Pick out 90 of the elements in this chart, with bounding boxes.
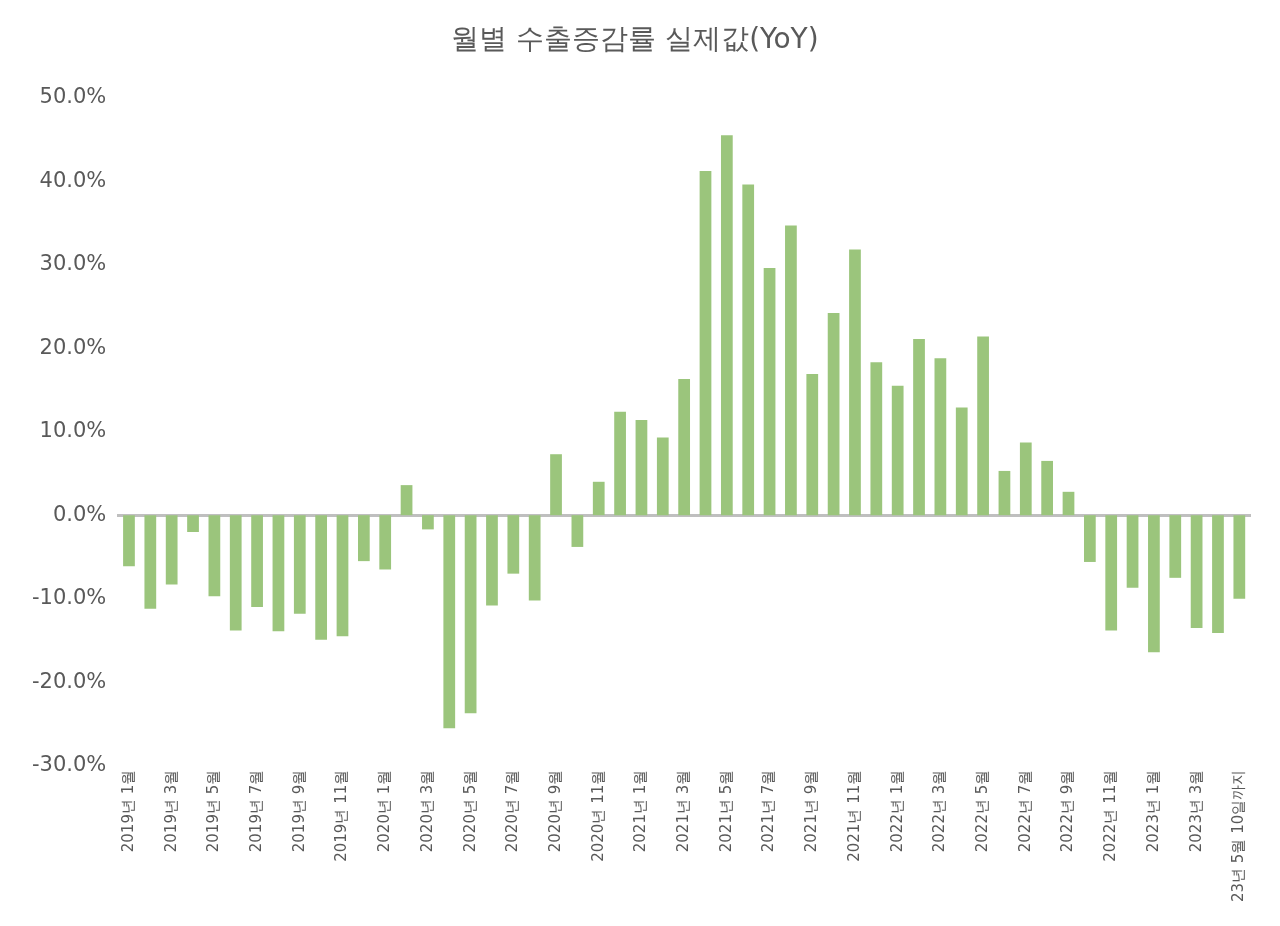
bar — [1041, 460, 1054, 516]
bar — [635, 419, 648, 516]
bar — [464, 515, 477, 714]
y-tick-label: 10.0% — [39, 418, 107, 443]
x-tick-label: 2021년 9월 — [802, 769, 821, 853]
y-tick-label: -30.0% — [31, 752, 107, 777]
x-tick-label: 2019년 3월 — [161, 769, 180, 853]
bar — [422, 515, 434, 530]
bar — [336, 515, 349, 637]
bar — [229, 515, 242, 631]
bar — [400, 485, 413, 516]
x-tick-label: 2020년 9월 — [545, 769, 564, 853]
bar — [785, 225, 797, 516]
bar — [827, 313, 840, 516]
bar — [1233, 515, 1246, 599]
bar — [528, 515, 541, 601]
bar — [763, 267, 776, 516]
x-tick-label: 2019년 7월 — [246, 769, 265, 853]
bar — [849, 249, 861, 516]
bar — [1169, 515, 1182, 578]
bar — [1190, 515, 1203, 628]
x-tick-label: 2022년 11월 — [1101, 769, 1120, 862]
bar — [870, 362, 883, 516]
x-tick-label: 2023년 1월 — [1143, 769, 1162, 853]
y-tick-label: 0.0% — [52, 501, 107, 526]
y-tick-label: -20.0% — [31, 668, 107, 693]
bar — [806, 374, 819, 516]
x-tick-label: 2020년 5월 — [460, 769, 479, 853]
bar — [1105, 515, 1118, 631]
x-tick-label: 2020년 3월 — [417, 769, 436, 853]
y-tick-label: 20.0% — [39, 334, 107, 359]
bar — [955, 407, 968, 516]
x-tick-label: 2021년 7월 — [759, 769, 778, 853]
bar — [486, 515, 498, 606]
x-tick-label: 2021년 1월 — [631, 769, 650, 853]
bar — [187, 515, 199, 532]
bar — [592, 481, 605, 516]
bar — [507, 515, 520, 574]
bar — [891, 385, 904, 516]
x-tick-label: 2022년 7월 — [1015, 769, 1034, 853]
bar — [208, 515, 221, 597]
bar — [913, 338, 925, 516]
y-tick-label: 50.0% — [39, 84, 107, 109]
bar — [272, 515, 285, 632]
y-tick-label: -10.0% — [31, 585, 107, 610]
bar — [720, 135, 733, 516]
bar — [934, 358, 947, 516]
x-tick-label: 23년 5월 10일까지 — [1229, 769, 1248, 903]
x-tick-label: 2021년 3월 — [674, 769, 693, 853]
bar — [315, 515, 328, 640]
bar — [443, 515, 456, 729]
x-tick-label: 2019년 5월 — [204, 769, 223, 853]
x-tick-label: 2020년 7월 — [503, 769, 522, 853]
bar — [977, 336, 989, 516]
x-tick-label: 2019년 1월 — [118, 769, 137, 853]
chart-title: 월별 수출증감률 실제값(YoY) — [451, 22, 819, 56]
x-tick-label: 2021년 5월 — [716, 769, 735, 853]
bar — [678, 379, 691, 516]
y-tick-label: 30.0% — [39, 251, 107, 276]
x-tick-label: 2019년 11월 — [332, 769, 351, 862]
bar — [1062, 491, 1075, 516]
bar — [357, 515, 370, 562]
bar — [656, 437, 669, 516]
x-tick-label: 2020년 1월 — [375, 769, 394, 853]
bar — [1212, 515, 1224, 633]
bar — [614, 411, 626, 516]
x-tick-label: 2022년 9월 — [1058, 769, 1077, 853]
x-tick-label: 2021년 11월 — [844, 769, 863, 862]
x-tick-label: 2020년 11월 — [588, 769, 607, 862]
bar — [550, 454, 562, 516]
bar — [699, 171, 712, 516]
bar — [1019, 442, 1032, 516]
bar — [379, 515, 392, 570]
bar — [998, 470, 1011, 516]
x-tick-label: 2023년 3월 — [1186, 769, 1205, 853]
bar — [123, 515, 135, 567]
bar — [293, 515, 306, 614]
bar — [571, 515, 584, 547]
bar — [144, 515, 157, 609]
bar — [1126, 515, 1139, 588]
bar — [165, 515, 178, 585]
y-tick-label: 40.0% — [39, 167, 107, 192]
bar — [251, 515, 263, 608]
bar — [1083, 515, 1096, 562]
x-tick-label: 2022년 3월 — [930, 769, 949, 853]
x-tick-label: 2022년 1월 — [887, 769, 906, 853]
x-tick-label: 2022년 5월 — [972, 769, 991, 853]
bar — [1148, 515, 1160, 653]
x-tick-label: 2019년 9월 — [289, 769, 308, 853]
bar — [742, 184, 755, 516]
